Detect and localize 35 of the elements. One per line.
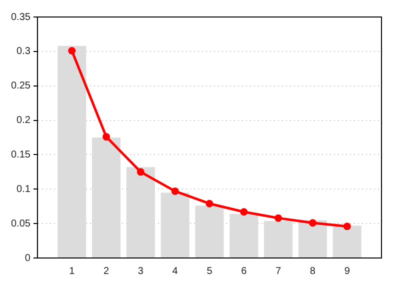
x-tick-label: 9 (344, 266, 350, 277)
x-tick-label: 7 (276, 266, 282, 277)
bar (230, 214, 258, 258)
bar (298, 220, 327, 258)
y-tick-label: 0.35 (10, 12, 31, 23)
point (308, 219, 316, 227)
y-tick-label: 0.3 (16, 46, 31, 58)
point (206, 200, 214, 208)
bar (160, 192, 190, 258)
y-tick-label: 0.05 (10, 218, 31, 230)
point (171, 187, 179, 195)
y-tick-label: 0 (24, 252, 31, 264)
y-tick-label: 0.15 (10, 149, 31, 160)
x-tick-label: 6 (241, 266, 248, 277)
point (136, 168, 144, 176)
point (68, 46, 76, 54)
bar (195, 206, 224, 258)
point (274, 214, 282, 222)
bar (58, 46, 86, 258)
point (240, 208, 248, 216)
bar (126, 167, 155, 258)
y-tick-label: 0.25 (10, 80, 31, 92)
x-tick-label: 5 (206, 266, 213, 277)
x-tick-label: 1 (69, 266, 76, 277)
x-tick-label: 3 (138, 266, 144, 277)
bar (332, 226, 362, 258)
point (102, 133, 110, 141)
bar (264, 220, 293, 258)
y-tick-label: 0.1 (16, 184, 31, 195)
x-tick-label: 8 (310, 266, 316, 277)
x-tick-label: 4 (172, 266, 178, 277)
x-tick-label: 2 (103, 266, 110, 277)
y-tick-label: 0.2 (16, 115, 31, 126)
point (343, 222, 351, 230)
bar (92, 138, 121, 258)
